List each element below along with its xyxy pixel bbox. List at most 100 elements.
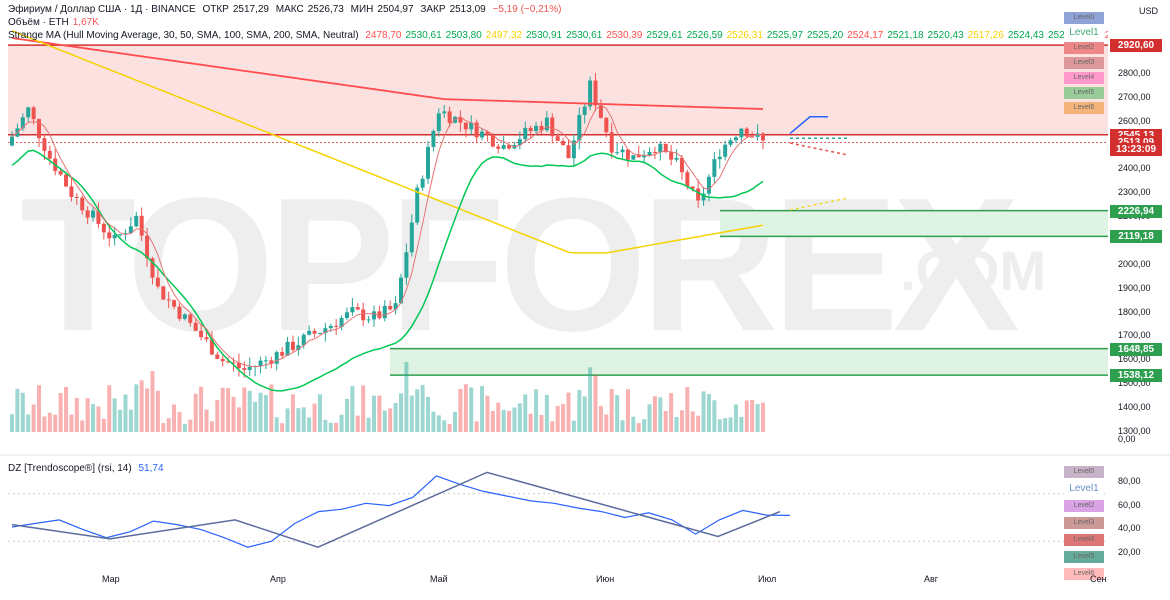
watermark: TOPFOREX xyxy=(20,159,1019,371)
volume-bar xyxy=(355,415,360,432)
candle-body xyxy=(69,186,74,197)
projection-hull xyxy=(789,197,849,211)
candle-body xyxy=(296,345,301,350)
close-label: ЗАКР xyxy=(420,4,446,15)
volume-bar xyxy=(663,410,668,432)
volume-bar xyxy=(712,400,717,432)
indicator-value: 2525,97 xyxy=(766,30,804,41)
candle-body xyxy=(755,133,760,137)
volume-bar xyxy=(334,422,339,432)
candle-body xyxy=(209,339,214,355)
candle-body xyxy=(247,366,252,370)
volume-bar xyxy=(539,415,544,432)
volume-bar xyxy=(350,386,355,432)
level-chip: Level2 xyxy=(1064,42,1104,54)
volume-bar xyxy=(485,395,490,432)
candle-body xyxy=(544,117,549,131)
candle-body xyxy=(399,277,403,304)
candle-body xyxy=(188,314,193,323)
volume-bar xyxy=(258,392,263,432)
volume-bar xyxy=(85,398,90,432)
volume-bar xyxy=(166,418,171,432)
volume-bar xyxy=(528,413,533,432)
volume-bar xyxy=(145,388,150,432)
volume-bar xyxy=(609,389,614,432)
volume-bar xyxy=(177,412,182,432)
volume-bar xyxy=(431,411,436,432)
volume-bar xyxy=(215,399,220,432)
volume-bar xyxy=(755,403,760,432)
rsi-zigzag xyxy=(11,471,781,548)
candle-body xyxy=(642,155,647,158)
candle-body xyxy=(620,149,625,153)
candle-body xyxy=(674,157,679,160)
currency-label[interactable]: USD xyxy=(1138,6,1158,16)
indicator-header[interactable]: Strange MA (Hull Moving Average, 30, 50,… xyxy=(8,30,1108,41)
candle-body xyxy=(150,258,155,278)
support-zone xyxy=(390,348,1108,376)
volume-bar xyxy=(415,389,420,432)
price-tag: 2119,18 xyxy=(1110,230,1162,244)
hull-ma-line xyxy=(11,30,764,254)
candle-body xyxy=(263,360,268,362)
price-tag: 1648,85 xyxy=(1110,342,1162,356)
high-label: МАКС xyxy=(275,4,304,15)
volume-bar xyxy=(26,414,31,432)
volume-bar xyxy=(301,407,306,432)
volume-bar xyxy=(15,388,20,432)
volume-bar xyxy=(733,404,738,432)
volume-bar xyxy=(534,389,539,432)
volume-bar xyxy=(512,407,517,432)
time-tick: Мар xyxy=(102,574,120,584)
volume-bar xyxy=(561,404,566,432)
price-tick: 1900,00 xyxy=(1118,282,1151,293)
price-tag: 1538,12 xyxy=(1110,369,1162,383)
candle-body xyxy=(139,215,144,236)
candle-body xyxy=(609,132,614,153)
candle-body xyxy=(760,133,765,141)
candle-body xyxy=(539,125,544,131)
price-tick: 2300,00 xyxy=(1118,187,1151,198)
rsi-header: DZ [Trendoscope®] (rsi, 14) 51,74 xyxy=(8,463,168,474)
volume-bar xyxy=(490,410,495,432)
volume-bar xyxy=(150,371,155,432)
volume-bar xyxy=(53,414,58,432)
price-tick: 0,00 xyxy=(1118,434,1136,444)
candle-body xyxy=(123,233,128,235)
indicator-value: 2478,70 xyxy=(365,30,402,41)
indicator-value: 2525,20 xyxy=(807,30,844,41)
candle-body xyxy=(636,155,641,158)
candle-body xyxy=(101,223,106,233)
volume-bar xyxy=(118,409,123,432)
candle-body xyxy=(371,311,376,320)
volume-bar xyxy=(555,405,560,432)
volume-bar xyxy=(598,406,603,432)
price-tick: 1300,00 xyxy=(1118,426,1151,436)
volume-bar xyxy=(399,393,403,432)
indicator-value: 2530,39 xyxy=(606,30,643,41)
candle-body xyxy=(507,145,512,149)
indicator-values: 2478,70 2530,61 2503,80 2497,32 2530,91 2530,… xyxy=(365,30,1108,41)
volume-bar xyxy=(696,415,701,432)
candle-body xyxy=(301,334,306,346)
indicator-value: 2526,31 xyxy=(726,30,763,41)
candle-body xyxy=(274,352,279,364)
volume-bar xyxy=(717,419,722,432)
volume-bar xyxy=(161,423,166,432)
candle-body xyxy=(517,139,522,146)
volume-bar xyxy=(404,362,409,432)
volume-bar xyxy=(642,419,647,432)
projection-arrow xyxy=(789,116,828,135)
time-tick: Сен xyxy=(1090,574,1107,584)
candle-body xyxy=(26,107,31,118)
indicator-value: 2524,43 xyxy=(1007,30,1044,41)
indicator-title[interactable]: Strange MA (Hull Moving Average, 30, 50,… xyxy=(8,30,359,41)
candle-body xyxy=(20,117,25,129)
candle-body xyxy=(74,196,79,198)
close-value: 2513,09 xyxy=(449,4,486,15)
candle-body xyxy=(723,144,728,157)
volume-bar xyxy=(58,393,63,432)
rsi-level-chip: Level3 xyxy=(1064,517,1104,529)
